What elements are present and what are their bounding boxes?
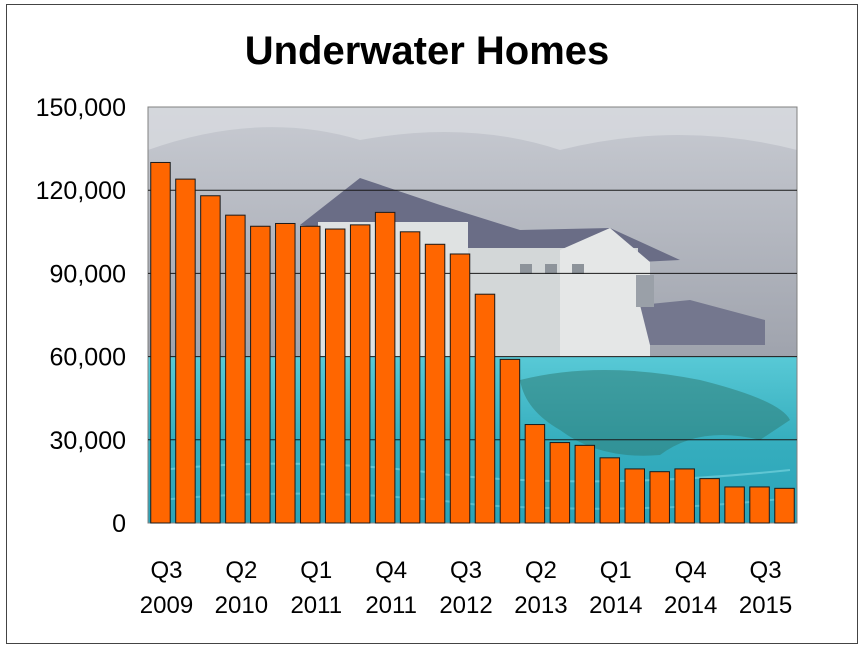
bar-q1-2013 [499, 358, 521, 524]
bar-q1-2014 [599, 457, 621, 524]
x-tick-label-year: 2009 [140, 592, 193, 619]
x-tick-label-year: 2011 [365, 592, 417, 619]
y-tick-label: 30,000 [50, 427, 126, 455]
bar-q4-2012 [474, 293, 496, 524]
x-tick-label-quarter: Q3 [150, 557, 182, 584]
y-tick-label: 60,000 [50, 344, 126, 372]
bar-q4-2013 [574, 444, 596, 524]
x-tick-label-quarter: Q3 [750, 557, 782, 584]
x-tick-label-year: 2010 [215, 592, 268, 619]
bar-q1-2011 [300, 225, 321, 524]
plot-border [147, 106, 798, 524]
bar-q3-2009 [150, 161, 171, 524]
bar-q4-2015 [774, 487, 795, 524]
x-tick-label-year: 2011 [290, 592, 342, 619]
bar-q4-2011 [374, 211, 396, 524]
x-tick-label-quarter: Q4 [675, 557, 707, 584]
x-tick-label-year: 2014 [589, 592, 642, 619]
bar-q3-2010 [250, 225, 271, 524]
bar-q2-2015 [724, 486, 745, 524]
bar-q2-2013 [524, 424, 546, 524]
x-tick-label-year: 2012 [439, 592, 492, 619]
bar-q2-2010 [225, 214, 246, 524]
x-tick-label-year: 2013 [514, 592, 567, 619]
bar-q1-2010 [200, 195, 221, 524]
house-window [636, 275, 654, 307]
y-tick-label: 120,000 [36, 177, 126, 205]
x-tick-label-quarter: Q3 [450, 557, 482, 584]
x-tick-label-quarter: Q2 [225, 557, 257, 584]
bar-q3-2011 [349, 224, 371, 524]
x-tick-label-quarter: Q4 [375, 557, 407, 584]
house-window [520, 264, 532, 274]
bar-q1-2012 [399, 231, 421, 524]
water-shadow [520, 370, 790, 456]
bar-q3-2012 [449, 253, 471, 524]
bar-q4-2014 [674, 468, 695, 524]
house-side-roof [640, 300, 765, 345]
x-tick-label-quarter: Q2 [525, 557, 557, 584]
x-axis: Q3 2009 Q2 2010 Q1 2011 Q4 2011 Q3 2012 Q2 2013 Q1 20… [140, 557, 792, 619]
house-window [545, 264, 557, 274]
x-tick-label-quarter: Q1 [600, 557, 632, 584]
bar-q2-2011 [324, 228, 346, 524]
bars [150, 161, 795, 524]
bar-q3-2015 [749, 486, 770, 524]
bar-q4-2009 [175, 178, 196, 524]
bar-q1-2015 [699, 478, 720, 524]
y-tick-label: 150,000 [36, 94, 126, 122]
x-tick-label-year: 2015 [739, 592, 792, 619]
cloud-shape [148, 107, 797, 150]
house-window [572, 264, 584, 274]
y-axis: 0 30,000 60,000 90,000 120,000 150,000 [36, 94, 126, 538]
y-tick-label: 0 [112, 510, 126, 538]
bar-q3-2013 [549, 442, 571, 524]
chart-title: Underwater Homes [245, 29, 610, 73]
bar-q4-2010 [275, 222, 296, 524]
x-tick-label-year: 2014 [664, 592, 717, 619]
x-tick-label-quarter: Q1 [300, 557, 332, 584]
bar-q3-2014 [649, 471, 670, 524]
bar-q2-2014 [624, 468, 645, 524]
y-tick-label: 90,000 [50, 260, 126, 288]
house-gable [560, 228, 650, 357]
bar-q2-2012 [424, 243, 446, 524]
